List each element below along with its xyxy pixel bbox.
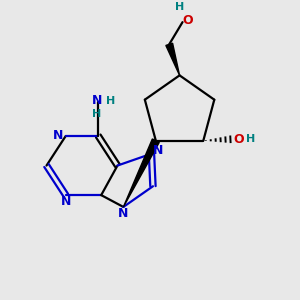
Text: N: N [53,130,64,142]
Text: N: N [92,94,102,107]
Text: N: N [153,144,163,157]
Text: H: H [246,134,255,144]
Text: N: N [118,207,128,220]
Text: O: O [233,133,244,146]
Text: H: H [106,95,115,106]
Text: N: N [61,195,71,208]
Polygon shape [166,43,180,75]
Polygon shape [123,139,159,207]
Text: O: O [182,14,193,27]
Text: H: H [92,110,101,119]
Text: H: H [175,2,184,12]
